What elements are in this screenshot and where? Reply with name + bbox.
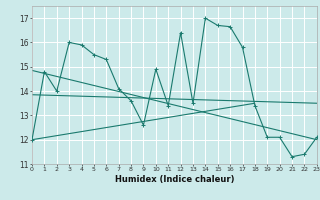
X-axis label: Humidex (Indice chaleur): Humidex (Indice chaleur) — [115, 175, 234, 184]
